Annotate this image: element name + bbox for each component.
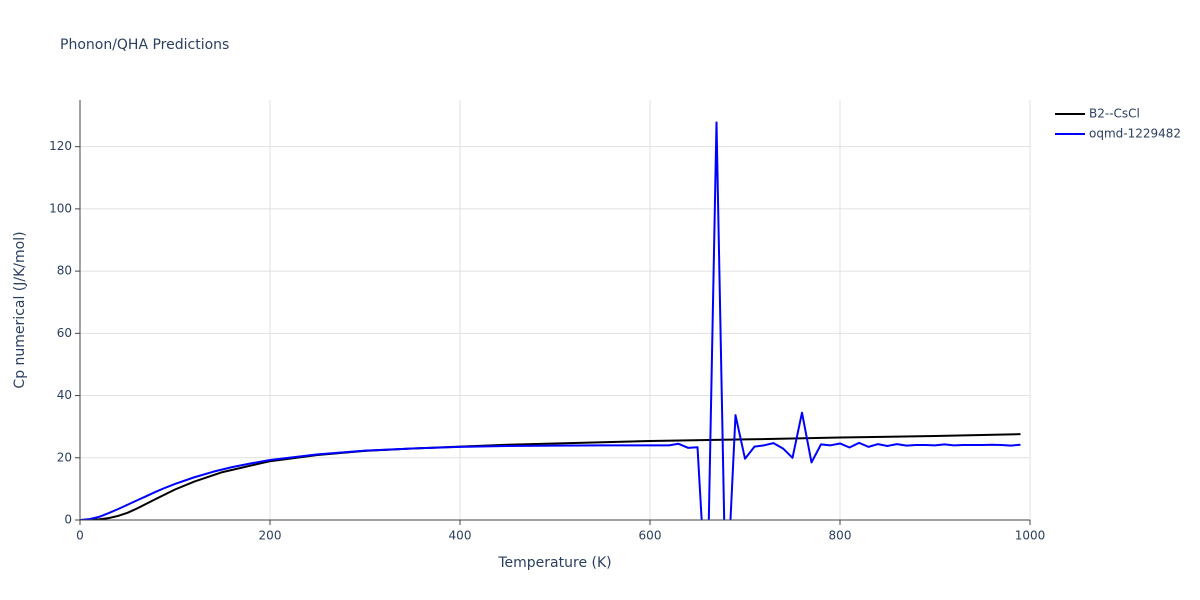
y-axis-title: Cp numerical (J/K/mol) (12, 231, 28, 388)
y-tick-label: 0 (64, 513, 72, 527)
plot-area (80, 121, 1021, 520)
x-tick-label: 0 (76, 529, 84, 543)
legend-label: B2--CsCl (1089, 107, 1140, 121)
y-tick-label: 20 (57, 450, 72, 464)
x-tick-label: 600 (639, 529, 662, 543)
x-tick-label: 800 (829, 529, 852, 543)
grid (80, 100, 1031, 520)
y-tick-label: 60 (57, 326, 72, 340)
x-tick-label: 200 (259, 529, 282, 543)
data-line (80, 121, 1021, 520)
chart-title: Phonon/QHA Predictions (60, 37, 229, 53)
y-tick-label: 40 (57, 388, 72, 402)
y-tick-label: 80 (57, 264, 72, 278)
y-tick-label: 120 (49, 139, 72, 153)
y-tick-label: 100 (49, 201, 72, 215)
legend-label: oqmd-1229482 (1089, 127, 1181, 141)
x-tick-label: 400 (449, 529, 472, 543)
data-line (80, 433, 1021, 520)
x-tick-label: 1000 (1015, 529, 1046, 543)
x-axis-title: Temperature (K) (497, 555, 611, 571)
